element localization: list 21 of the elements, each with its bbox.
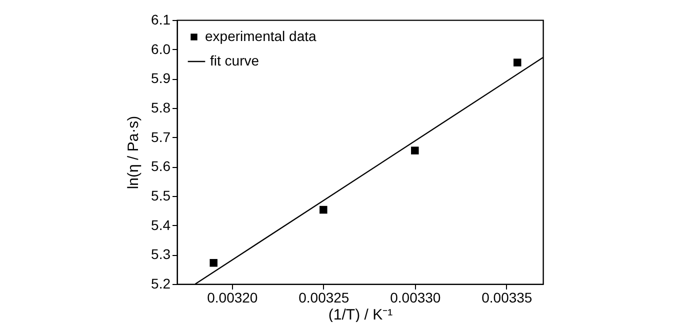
x-tick-label: 0.00320 <box>207 290 258 306</box>
y-tick-label: 5.6 <box>151 158 171 174</box>
y-tick-label: 6.0 <box>151 40 171 57</box>
point <box>514 58 522 66</box>
y-tick-label: 5.5 <box>151 188 171 204</box>
x-tick-label: 0.00330 <box>390 290 441 306</box>
y-tick-label: 5.4 <box>151 216 171 233</box>
y-axis-title: ln(η / Pa·s) <box>125 116 142 190</box>
y-tick-label: 5.9 <box>151 70 171 86</box>
legend-label: experimental data <box>205 28 317 44</box>
y-tick-label: 6.1 <box>151 12 171 28</box>
y-tick-label: 5.8 <box>151 100 171 116</box>
point <box>320 206 328 214</box>
legend-label: fit curve <box>210 52 260 68</box>
y-tick-label: 5.2 <box>151 276 171 292</box>
x-tick-label: 0.00335 <box>482 290 532 306</box>
x-tick-label: 0.00325 <box>298 290 350 306</box>
point <box>411 146 419 154</box>
y-tick-label: 5.7 <box>151 128 171 145</box>
y-tick-label: 5.3 <box>151 246 171 262</box>
point <box>210 259 218 267</box>
